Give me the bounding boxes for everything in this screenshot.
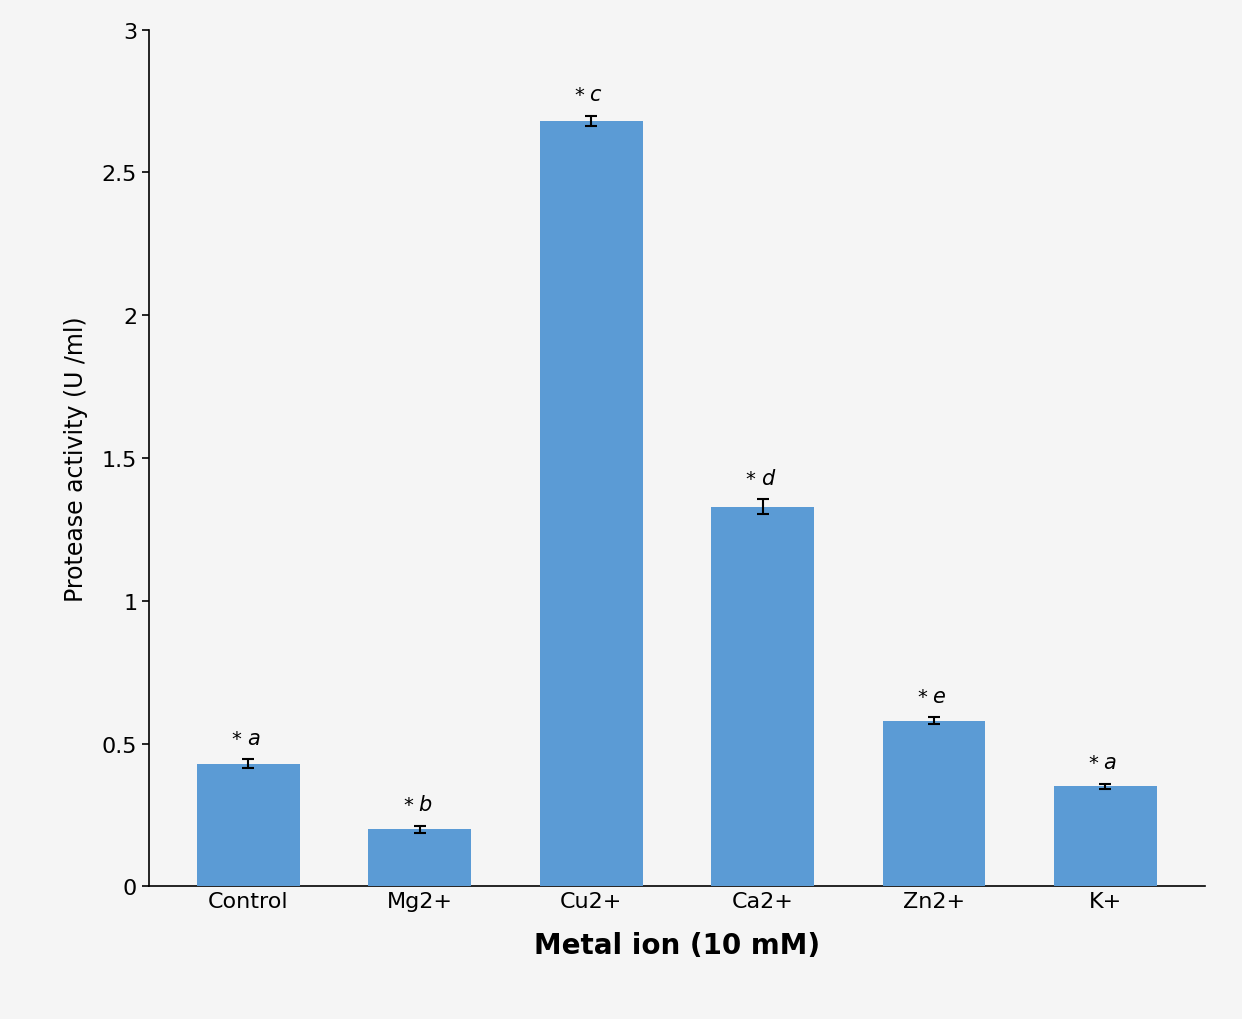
Bar bbox=[712, 507, 814, 887]
Bar bbox=[540, 122, 642, 887]
Text: *: * bbox=[1088, 753, 1098, 772]
X-axis label: Metal ion (10 mM): Metal ion (10 mM) bbox=[534, 930, 820, 959]
Bar bbox=[197, 764, 299, 887]
Text: d: d bbox=[761, 469, 774, 488]
Text: *: * bbox=[404, 796, 412, 814]
Text: e: e bbox=[933, 686, 945, 706]
Text: a: a bbox=[247, 729, 260, 748]
Text: *: * bbox=[232, 730, 242, 748]
Y-axis label: Protease activity (U /ml): Protease activity (U /ml) bbox=[63, 316, 88, 601]
Bar bbox=[1054, 787, 1156, 887]
Bar bbox=[883, 721, 985, 887]
Text: c: c bbox=[590, 86, 601, 105]
Text: *: * bbox=[575, 87, 584, 105]
Text: *: * bbox=[746, 470, 755, 488]
Text: b: b bbox=[419, 795, 431, 814]
Text: *: * bbox=[918, 687, 927, 706]
Text: a: a bbox=[1104, 752, 1117, 772]
Bar bbox=[369, 829, 471, 887]
